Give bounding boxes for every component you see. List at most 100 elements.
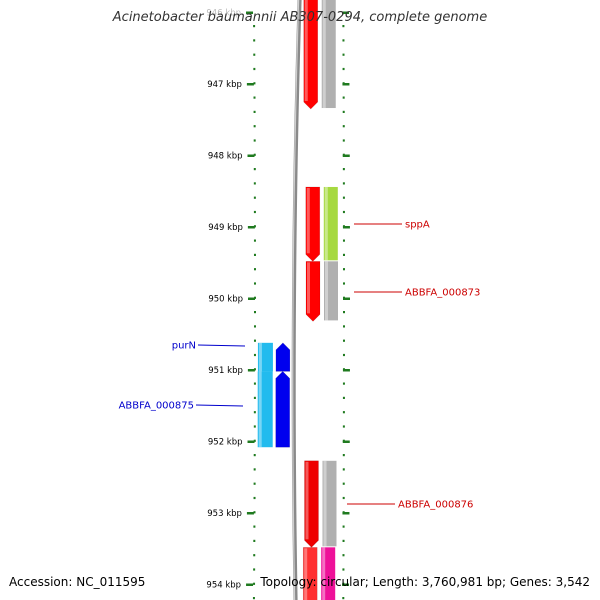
minor-tick-left [253, 282, 256, 285]
minor-tick-right [342, 67, 345, 71]
gene-arrow-forward-shine [304, 548, 308, 600]
cog-bar [257, 342, 273, 372]
minor-tick-right [342, 168, 345, 171]
major-tick-right [342, 154, 350, 157]
gene-arrow-forward-shine [305, 461, 309, 540]
gene-arrow-forward [302, 547, 318, 600]
gene-arrow-forward [305, 186, 321, 262]
minor-tick-right [342, 425, 345, 428]
major-tick-left [247, 440, 255, 443]
minor-tick-right [342, 210, 345, 214]
minor-tick-right [342, 539, 345, 542]
scale-label: 951 kbp [208, 366, 243, 376]
minor-tick-right [342, 239, 345, 242]
scale-label: 954 kbp [206, 581, 241, 591]
gene-arrow-reverse [275, 371, 291, 448]
minor-tick-left [253, 210, 256, 214]
scale-label: 953 kbp [207, 509, 242, 519]
minor-tick-right [342, 396, 345, 399]
minor-tick-left [253, 196, 256, 199]
minor-tick-right [342, 268, 345, 271]
minor-tick-right [342, 411, 345, 414]
minor-tick-right [342, 110, 345, 113]
major-tick-right [342, 83, 350, 86]
gene-arrow-forward-shine [306, 262, 310, 314]
minor-tick-right [342, 597, 345, 600]
minor-tick-right [342, 96, 345, 99]
minor-tick-right [342, 382, 345, 385]
gene-arrow-forward [303, 0, 319, 110]
minor-tick-right [342, 253, 345, 256]
minor-tick-left [253, 110, 256, 113]
cog-bar-shine [323, 460, 327, 547]
minor-tick-right [342, 282, 345, 285]
minor-tick-left [253, 353, 256, 357]
major-tick-left [246, 512, 254, 515]
minor-tick-left [253, 96, 256, 99]
major-tick-left [246, 583, 254, 586]
minor-tick-left [253, 539, 256, 542]
minor-tick-left [253, 39, 256, 42]
minor-tick-left [253, 425, 256, 428]
minor-tick-left [253, 439, 256, 442]
minor-tick-left [253, 153, 256, 156]
gene-label: ABBFA_000876 [398, 500, 473, 511]
gene-arrow-forward [304, 460, 319, 548]
major-tick-right [342, 226, 350, 229]
minor-tick-right [342, 482, 345, 485]
major-tick-left [247, 226, 255, 229]
minor-tick-right [342, 53, 345, 56]
scale-label: 949 kbp [208, 223, 243, 233]
minor-tick-right [342, 125, 345, 128]
cog-bar [323, 261, 338, 321]
backbone-line [291, 0, 302, 600]
major-tick-right [342, 11, 350, 14]
minor-tick-left [252, 597, 255, 600]
minor-tick-right [342, 182, 345, 185]
minor-tick-left [253, 468, 256, 471]
topology-label: Topology: circular; Length: 3,760,981 bp… [260, 575, 590, 589]
gene-label: sppA [405, 220, 430, 231]
minor-tick-left [253, 382, 256, 385]
cog-bar [321, 0, 336, 109]
minor-tick-left [253, 582, 256, 585]
major-tick-left [247, 154, 255, 157]
minor-tick-left [253, 168, 256, 171]
cog-bar [257, 371, 273, 448]
accession-label: Accession: NC_011595 [9, 575, 146, 589]
cog-bar [322, 460, 337, 547]
major-tick-right [342, 512, 350, 515]
minor-tick-left [253, 568, 256, 571]
cog-bar [323, 186, 338, 261]
cog-bar-shine [258, 371, 262, 448]
scale-label: 947 kbp [207, 80, 242, 90]
minor-tick-left [253, 554, 256, 557]
minor-tick-left [253, 182, 256, 185]
minor-tick-right [342, 496, 345, 500]
minor-tick-left [253, 496, 256, 500]
gene-arrow-forward-shine [304, 0, 308, 102]
gene-label-leader [197, 344, 246, 347]
gene-arrow-reverse [275, 342, 291, 372]
minor-tick-left [253, 525, 256, 528]
minor-tick-left [253, 368, 256, 371]
minor-tick-left [253, 396, 256, 399]
minor-tick-right [342, 311, 345, 314]
minor-tick-left [253, 411, 256, 414]
minor-tick-right [342, 468, 345, 471]
minor-tick-right [342, 39, 345, 42]
backbone-highlight [292, 0, 300, 600]
major-tick-right [342, 583, 350, 586]
major-tick-left [246, 83, 254, 86]
scale-label: 948 kbp [208, 152, 243, 162]
gene-arrow-forward [305, 261, 321, 322]
major-tick-left [246, 11, 254, 14]
gene-label-leader [195, 404, 244, 407]
major-tick-right [342, 369, 350, 372]
major-tick-left [247, 297, 255, 300]
scale-label: 946 kbp [206, 9, 241, 19]
minor-tick-right [342, 454, 345, 457]
cog-bar [321, 547, 336, 600]
